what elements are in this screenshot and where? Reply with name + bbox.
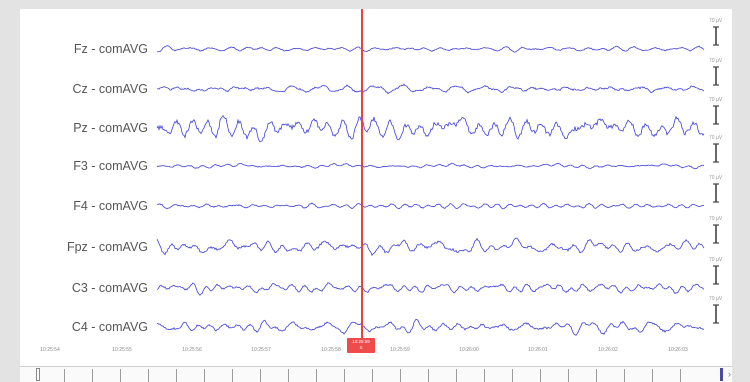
- time-cursor-badge[interactable]: 10:25:59 S: [347, 338, 375, 353]
- scroll-right-arrow-icon[interactable]: ›: [728, 369, 731, 379]
- timeline-segment-divider: [484, 369, 485, 382]
- channel-label: F3 - comAVG: [73, 159, 148, 173]
- timeline-segment-divider: [344, 369, 345, 382]
- eeg-channel-trace: [156, 45, 705, 53]
- timeline-segment-divider: [428, 369, 429, 382]
- time-tick-label: 10:26:03: [668, 347, 688, 353]
- time-tick-label: 10:26:02: [598, 347, 618, 353]
- amplitude-scale-label: 70 µV: [709, 175, 723, 181]
- timeline-segment-divider: [204, 369, 205, 382]
- timeline-segment-divider: [456, 369, 457, 382]
- amplitude-scale-bar-icon: [713, 66, 719, 86]
- amplitude-scale-bar-icon: [713, 224, 719, 244]
- amplitude-scale-bar-icon: [713, 143, 719, 163]
- timeline-segment-divider: [652, 369, 653, 382]
- timeline-position-handle[interactable]: [720, 368, 723, 381]
- timeline-segment-divider: [400, 369, 401, 382]
- time-tick-label: 10:25:57: [251, 347, 271, 353]
- timeline-segment-divider: [92, 369, 93, 382]
- amplitude-scale-bar-icon: [713, 183, 719, 203]
- timeline-start-handle[interactable]: [36, 368, 40, 381]
- eeg-channel-trace: [156, 162, 705, 170]
- timeline-segment-divider: [540, 369, 541, 382]
- timeline-segment-divider: [512, 369, 513, 382]
- channel-label: Fz - comAVG: [73, 42, 148, 56]
- amplitude-scale-label: 70 µV: [709, 97, 723, 103]
- timeline-segment-divider: [64, 369, 65, 382]
- eeg-trace-canvas: [156, 45, 705, 336]
- time-tick-label: 10:25:56: [182, 347, 202, 353]
- timeline-segment-divider: [596, 369, 597, 382]
- amplitude-scale-label: 70 µV: [709, 257, 723, 263]
- amplitude-scale-label: 70 µV: [709, 296, 723, 302]
- amplitude-scale-label: 70 µV: [709, 135, 723, 141]
- timeline-segment-divider: [624, 369, 625, 382]
- timeline-segment-divider: [316, 369, 317, 382]
- time-tick-label: 10:25:54: [40, 347, 60, 353]
- eeg-channel-trace: [156, 202, 705, 210]
- timeline-segment-divider: [120, 369, 121, 382]
- timeline-segment-divider: [148, 369, 149, 382]
- channel-label: C3 - comAVG: [71, 281, 148, 295]
- amplitude-scale-bar-icon: [713, 304, 719, 324]
- time-tick-label: 10:26:00: [459, 347, 479, 353]
- channel-label: Cz - comAVG: [72, 82, 148, 96]
- time-cursor-line[interactable]: [361, 9, 363, 339]
- eeg-channel-trace: [156, 114, 705, 143]
- amplitude-scale-label: 70 µV: [709, 216, 723, 222]
- amplitude-scale-bar-icon: [713, 105, 719, 125]
- timeline-segment-divider: [260, 369, 261, 382]
- eeg-channel-trace: [156, 237, 705, 257]
- timeline-segment-divider: [680, 369, 681, 382]
- channel-label: F4 - comAVG: [73, 199, 148, 213]
- time-tick-label: 10:25:59: [390, 347, 410, 353]
- channel-label: Fpz - comAVG: [66, 240, 148, 254]
- amplitude-scale-bar-icon: [713, 26, 719, 46]
- eeg-channel-trace: [156, 318, 705, 336]
- timeline-segment-divider: [232, 369, 233, 382]
- time-tick-label: 10:26:01: [528, 347, 548, 353]
- timeline-scrollbar[interactable]: ›: [20, 366, 732, 382]
- amplitude-scale-label: 70 µV: [709, 58, 723, 64]
- eeg-channel-trace: [156, 282, 705, 296]
- amplitude-scale-label: 70 µV: [709, 18, 723, 24]
- cursor-time-label: 10:25:59: [352, 339, 370, 344]
- timeline-segment-divider: [176, 369, 177, 382]
- time-tick-label: 10:25:55: [112, 347, 132, 353]
- timeline-segment-divider: [568, 369, 569, 382]
- channel-label: Pz - comAVG: [73, 121, 148, 135]
- time-tick-label: 10:25:58: [321, 347, 341, 353]
- cursor-marker-label: S: [359, 345, 363, 350]
- eeg-viewer[interactable]: Fz - comAVG Cz - comAVG Pz - comAVG F3 - co…: [20, 9, 732, 382]
- timeline-segment-divider: [288, 369, 289, 382]
- amplitude-scale-bar-icon: [713, 265, 719, 285]
- eeg-channel-trace: [156, 83, 705, 95]
- timeline-segment-divider: [372, 369, 373, 382]
- channel-label: C4 - comAVG: [71, 320, 148, 334]
